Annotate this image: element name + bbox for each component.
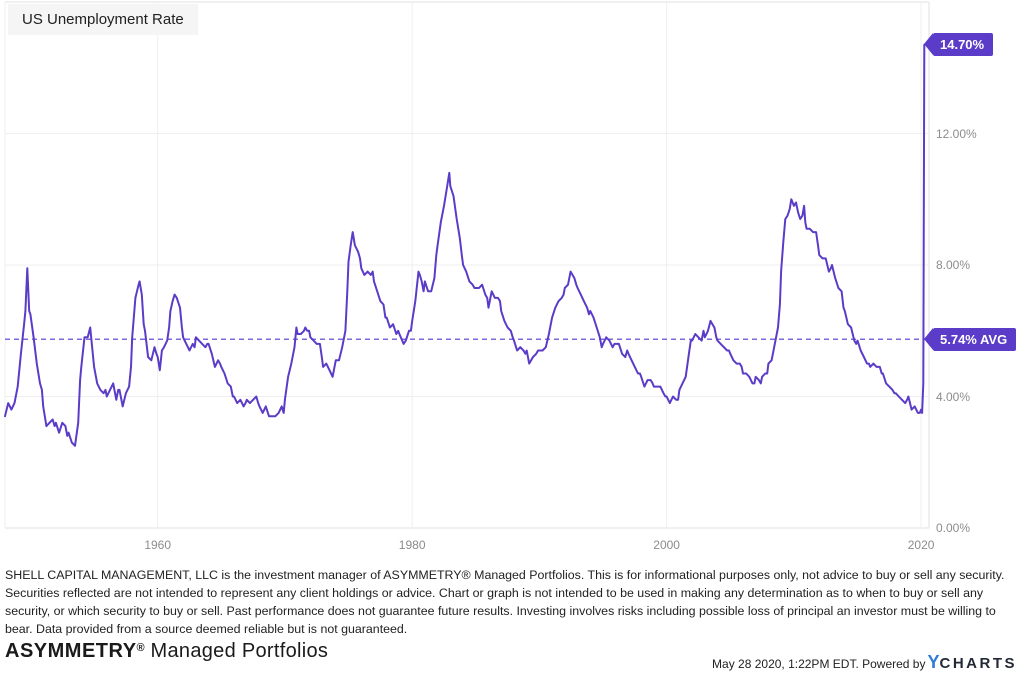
- unemployment-line-chart: [4, 1, 930, 529]
- chart-region: US Unemployment Rate 14.70% 5.74% AVG 0.…: [4, 1, 1017, 552]
- ycharts-logo-charts: CHARTS: [939, 655, 1017, 672]
- brand-suffix: Managed Portfolios: [144, 640, 329, 662]
- ycharts-logo-y: Y: [927, 652, 940, 672]
- chart-title: US Unemployment Rate: [8, 4, 198, 35]
- footer-attribution: May 28 2020, 1:22PM EDT. Powered by YCHA…: [712, 652, 1017, 673]
- timestamp: May 28 2020, 1:22PM EDT. Powered by: [712, 657, 926, 671]
- y-axis-label: 12.00%: [936, 126, 977, 141]
- unemployment-rate-line: [4, 43, 926, 447]
- x-axis-label: 2000: [653, 538, 680, 552]
- last-value-badge: 14.70%: [923, 33, 994, 57]
- y-axis-label: 0.00%: [936, 521, 971, 535]
- x-axis-label: 2020: [907, 538, 935, 552]
- disclaimer-text: SHELL CAPITAL MANAGEMENT, LLC is the inv…: [5, 568, 1005, 636]
- y-axis-label: 8.00%: [936, 258, 971, 272]
- registered-trademark-symbol: ®: [136, 642, 145, 654]
- ycharts-logo: YCHARTS: [927, 652, 1017, 673]
- average-value-badge: 5.74% AVG: [923, 327, 1017, 351]
- y-axis-label: 4.00%: [936, 389, 971, 404]
- x-axis-label: 1960: [144, 538, 172, 552]
- brand-name: ASYMMETRY: [5, 640, 137, 662]
- x-axis-label: 1980: [398, 538, 426, 552]
- brand-line: ASYMMETRY® Managed Portfolios: [5, 640, 328, 663]
